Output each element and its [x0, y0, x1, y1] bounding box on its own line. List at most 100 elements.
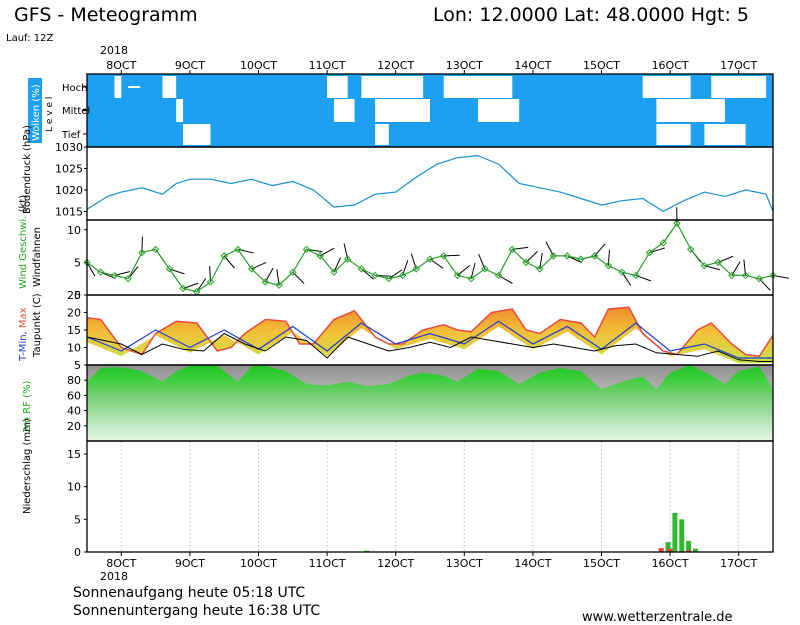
cloud-clear-gap-hoch-0 [114, 76, 122, 98]
wind-speed-marker-36 [577, 255, 585, 263]
top-x-tick-9OCT: 9OCT [175, 59, 205, 72]
top-x-tick-11OCT: 11OCT [309, 59, 346, 72]
wind-speed-marker-13 [261, 278, 270, 286]
bottom-x-tick-11OCT: 11OCT [309, 557, 346, 570]
wind-speed-marker-0 [83, 258, 91, 267]
cloud-clear-gap-hoch-6 [711, 76, 767, 98]
wind-speed-marker-14 [275, 281, 283, 289]
wind-speed-marker-6 [165, 265, 174, 273]
wind-speed-marker-1 [97, 268, 105, 276]
wind-speed-marker-3 [124, 274, 132, 283]
bottom-x-tick-14OCT: 14OCT [514, 557, 551, 570]
temp-tick-15: 15 [67, 324, 81, 337]
wind-speed-marker-31 [508, 245, 517, 254]
rh-tick-20: 20 [67, 420, 81, 433]
wind-speed-line-0 [86, 222, 774, 293]
cloud-clear-gap-hoch-3 [361, 76, 424, 98]
bottom-x-tick-16OCT: 16OCT [652, 557, 689, 570]
wind-speed-marker-23 [398, 271, 407, 280]
wind-speed-marker-20 [357, 265, 366, 273]
wind-speed-marker-45 [700, 261, 709, 270]
temp-min-line [86, 320, 773, 359]
cloud-clear-gap-tief-1 [375, 124, 389, 145]
sunrise-text: Sonnenaufgang heute 05:18 UTC [73, 585, 306, 601]
temp-tick-10: 10 [67, 342, 81, 355]
wind-tick-5: 5 [74, 256, 81, 269]
wind-barb-27 [457, 264, 471, 276]
wind-speed-marker-47 [728, 271, 736, 280]
wind-speed-marker-32 [522, 258, 530, 267]
rh-tick-40: 40 [67, 405, 81, 418]
cloud-axis-label: Wolken (%) [31, 84, 42, 141]
cloud-level-axis-label: L e v e l [45, 97, 55, 132]
wind-barb-32 [525, 250, 538, 263]
wind-speed-marker-49 [755, 274, 763, 283]
wind-speed-marker-12 [247, 265, 256, 273]
precip-bar-rain-1 [665, 542, 671, 552]
cloud-level-label-mittel: Mittel [62, 106, 90, 117]
wind-barb-37 [594, 243, 606, 257]
top-x-tick-15OCT: 15OCT [583, 59, 620, 72]
wind-speed-marker-7 [179, 284, 187, 293]
precip-tick-0: 0 [74, 546, 81, 559]
bottom-x-tick-12OCT: 12OCT [377, 557, 414, 570]
wind-speed-marker-28 [467, 274, 475, 283]
wind-speed-marker-34 [549, 252, 558, 260]
location-info: Lon: 12.0000 Lat: 48.0000 Hgt: 5 [433, 4, 750, 26]
wind-barbs-label: Windfahnen [32, 227, 43, 287]
wind-speed-marker-43 [673, 219, 681, 227]
precip-bar-rain-3 [679, 519, 685, 552]
wind-barb-25 [429, 258, 444, 269]
wind-speed-marker-21 [371, 271, 379, 280]
bottom-x-tick-15OCT: 15OCT [583, 557, 620, 570]
wind-speed-marker-17 [316, 252, 324, 260]
top-x-tick-12OCT: 12OCT [377, 59, 414, 72]
pressure-axis-label: Bodendruck (hPa) [22, 125, 33, 214]
cloud-clear-gap-tief-2 [656, 124, 691, 145]
top-x-tick-8OCT: 8OCT [106, 59, 136, 72]
pressure-tick-1030: 1030 [55, 141, 83, 154]
panel-frame-wind [86, 219, 774, 296]
temp-tick-20: 20 [67, 307, 81, 320]
pressure-tick-1025: 1025 [55, 162, 83, 175]
wind-speed-marker-44 [686, 245, 695, 254]
wind-speed-marker-30 [494, 271, 503, 280]
wind-speed-marker-8 [193, 288, 201, 296]
temp-max-line [86, 306, 774, 358]
wind-speed-marker-37 [590, 252, 599, 260]
wind-speed-marker-35 [563, 252, 571, 260]
wind-speed-marker-48 [741, 271, 750, 280]
precip-bar-rain-2 [672, 512, 678, 552]
model-run-label: Lauf: 12Z [6, 33, 54, 44]
wind-tick-0: 0 [74, 289, 81, 302]
cloud-clear-gap-hoch-1 [162, 76, 177, 98]
cloud-label-background [28, 78, 42, 143]
pressure-tick-1015: 1015 [55, 205, 83, 218]
wind-speed-marker-46 [714, 258, 722, 267]
cloud-clear-gap-hoch-2 [327, 76, 348, 98]
bottom-year-label: 2018 [100, 570, 128, 583]
pressure-tick-1020: 1020 [55, 184, 83, 197]
cloud-clear-gap-mittel-4 [656, 99, 725, 122]
pressure-line-0 [86, 154, 774, 213]
top-x-tick-17OCT: 17OCT [720, 59, 757, 72]
cloud-clear-gap-mittel-0 [176, 99, 184, 122]
cloud-clear-gap-mittel-2 [375, 99, 430, 122]
wind-speed-marker-38 [604, 261, 613, 270]
wind-barb-49 [758, 278, 771, 291]
dew-point-line [86, 332, 773, 362]
wind-speed-marker-39 [618, 268, 626, 276]
rh-axis-label: 2m RF (%) [22, 380, 33, 433]
source-credit[interactable]: www.wetterzentrale.de [582, 610, 733, 625]
wind-speed-marker-27 [453, 271, 462, 280]
precip-bar-rain-5 [692, 548, 698, 552]
panel-frame-pressure [86, 146, 774, 221]
wind-speed-marker-41 [645, 248, 654, 257]
rh-tick-80: 80 [67, 374, 81, 387]
precip-axis-label: Niederschlag (mm) [22, 418, 33, 514]
wind-speed-marker-18 [330, 268, 338, 276]
temp-tick-5: 5 [74, 359, 81, 372]
wind-speed-marker-40 [632, 271, 640, 280]
precip-bar-rain-0 [364, 550, 370, 552]
